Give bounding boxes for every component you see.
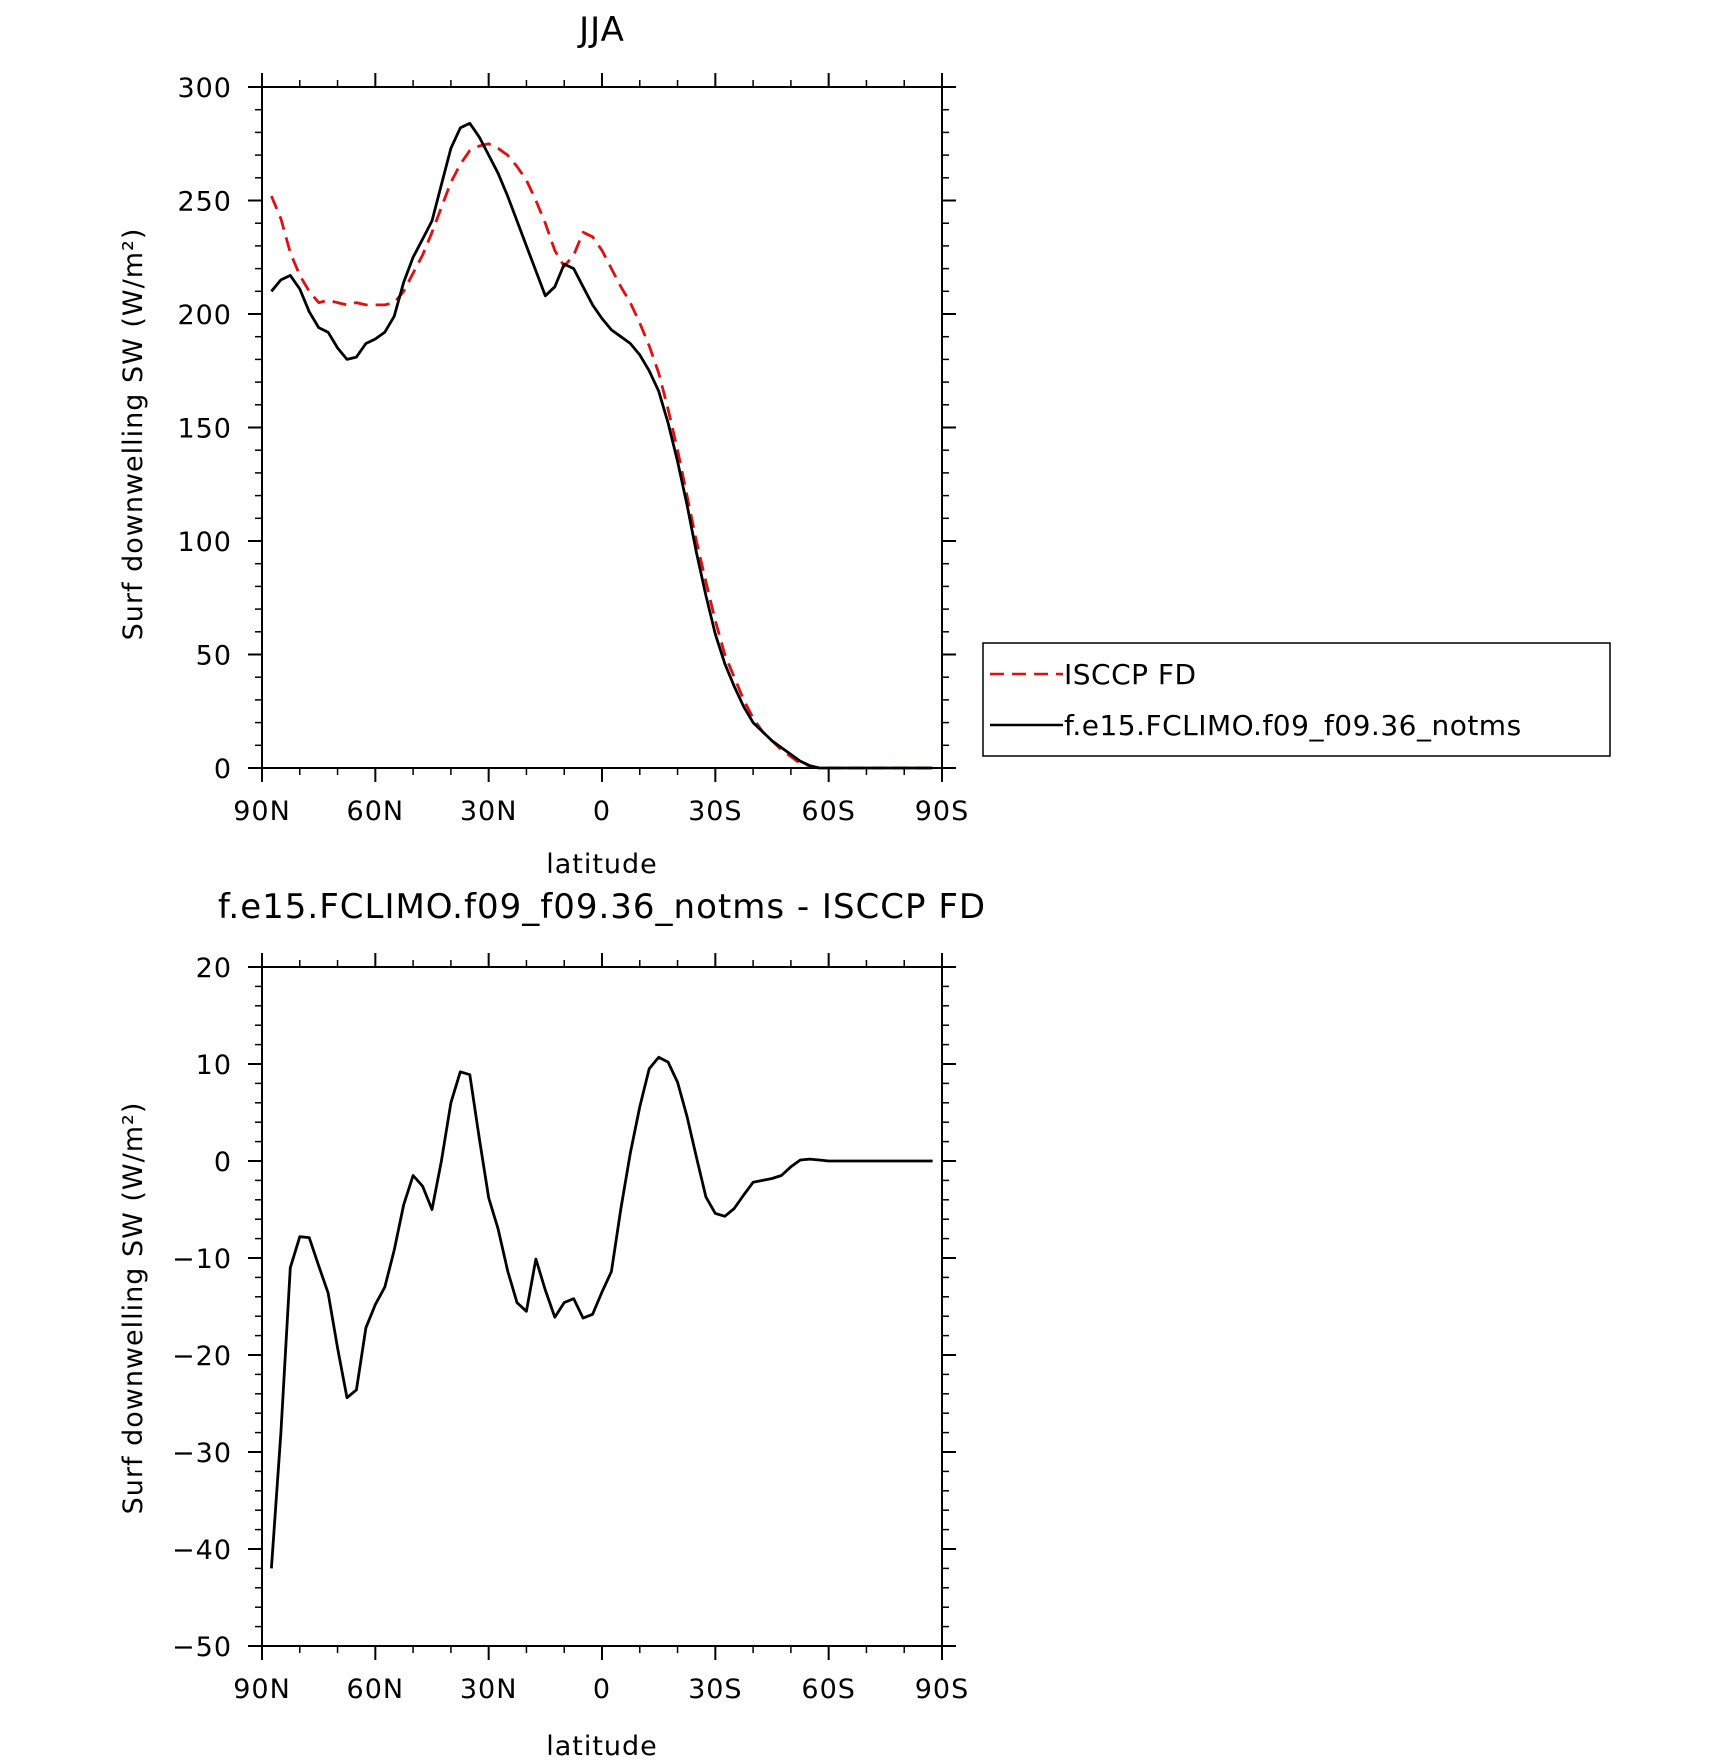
top-y-tick-label: 150 (177, 414, 232, 445)
bottom-y-tick-label: −10 (172, 1244, 232, 1275)
top-x-axis-label: latitude (546, 849, 658, 880)
bottom-x-tick-label: 30S (688, 1674, 743, 1705)
legend: ISCCP FD f.e15.FCLIMO.f09_f09.36_notms (982, 642, 1611, 757)
top-y-tick-label: 0 (214, 754, 232, 785)
bottom-y-tick-label: −40 (172, 1535, 232, 1566)
bottom-x-tick-label: 30N (460, 1674, 518, 1705)
bottom-x-tick-label: 90N (233, 1674, 291, 1705)
top-x-tick-label: 60N (347, 796, 405, 827)
legend-label-model: f.e15.FCLIMO.f09_f09.36_notms (1064, 709, 1522, 742)
top-y-axis-label: Surf downwelling SW (W/m²) (118, 228, 149, 641)
bottom-x-tick-label: 60N (347, 1674, 405, 1705)
bottom-plot-frame (261, 966, 943, 1647)
legend-box (982, 642, 1611, 757)
top-y-tick-label: 250 (177, 187, 232, 218)
bottom-x-tick-label: 60S (801, 1674, 856, 1705)
top-x-tick-label: 90N (233, 796, 291, 827)
top-panel: JJA 90N 60N 30N 0 30S 60S 90S 0 50 100 150 200 250 30… (118, 10, 970, 880)
bottom-panel: f.e15.FCLIMO.f09_f09.36_notms - ISCCP FD… (118, 887, 986, 1760)
bottom-plot-area: 90N 60N 30N 0 30S 60S 90S −50 −40 −30 −20 −10 0 10 20 (172, 953, 970, 1705)
top-x-tick-label: 60S (801, 796, 856, 827)
bottom-y-tick-label: −30 (172, 1438, 232, 1469)
top-x-tick-label: 30S (688, 796, 743, 827)
top-x-tick-label: 0 (593, 796, 611, 827)
bottom-y-tick-label: −20 (172, 1341, 232, 1372)
top-plot-area: 90N 60N 30N 0 30S 60S 90S 0 50 100 150 200 250 300 (177, 73, 970, 827)
top-x-tick-label: 90S (915, 796, 970, 827)
bottom-x-tick-label: 0 (593, 1674, 611, 1705)
top-y-tick-label: 300 (177, 73, 232, 104)
top-y-tick-label: 200 (177, 300, 232, 331)
top-y-tick-label: 50 (196, 641, 232, 672)
bottom-y-tick-label: −50 (172, 1632, 232, 1663)
top-y-tick-label: 100 (177, 527, 232, 558)
top-series-line-1 (270, 121, 933, 770)
top-plot-frame (261, 86, 943, 769)
bottom-y-tick-label: 0 (214, 1147, 232, 1178)
legend-label-isccp: ISCCP FD (1064, 658, 1197, 691)
top-series-line-0 (270, 142, 933, 770)
bottom-panel-title: f.e15.FCLIMO.f09_f09.36_notms - ISCCP FD (218, 887, 986, 927)
bottom-x-tick-label: 90S (915, 1674, 970, 1705)
bottom-x-axis-label: latitude (546, 1731, 658, 1756)
bottom-y-axis-label: Surf downwelling SW (W/m²) (118, 1102, 149, 1515)
bottom-series-line-0 (270, 1055, 933, 1569)
bottom-y-tick-label: 10 (196, 1050, 232, 1081)
bottom-y-tick-label: 20 (196, 953, 232, 984)
top-panel-title: JJA (577, 10, 625, 50)
top-x-tick-label: 30N (460, 796, 518, 827)
